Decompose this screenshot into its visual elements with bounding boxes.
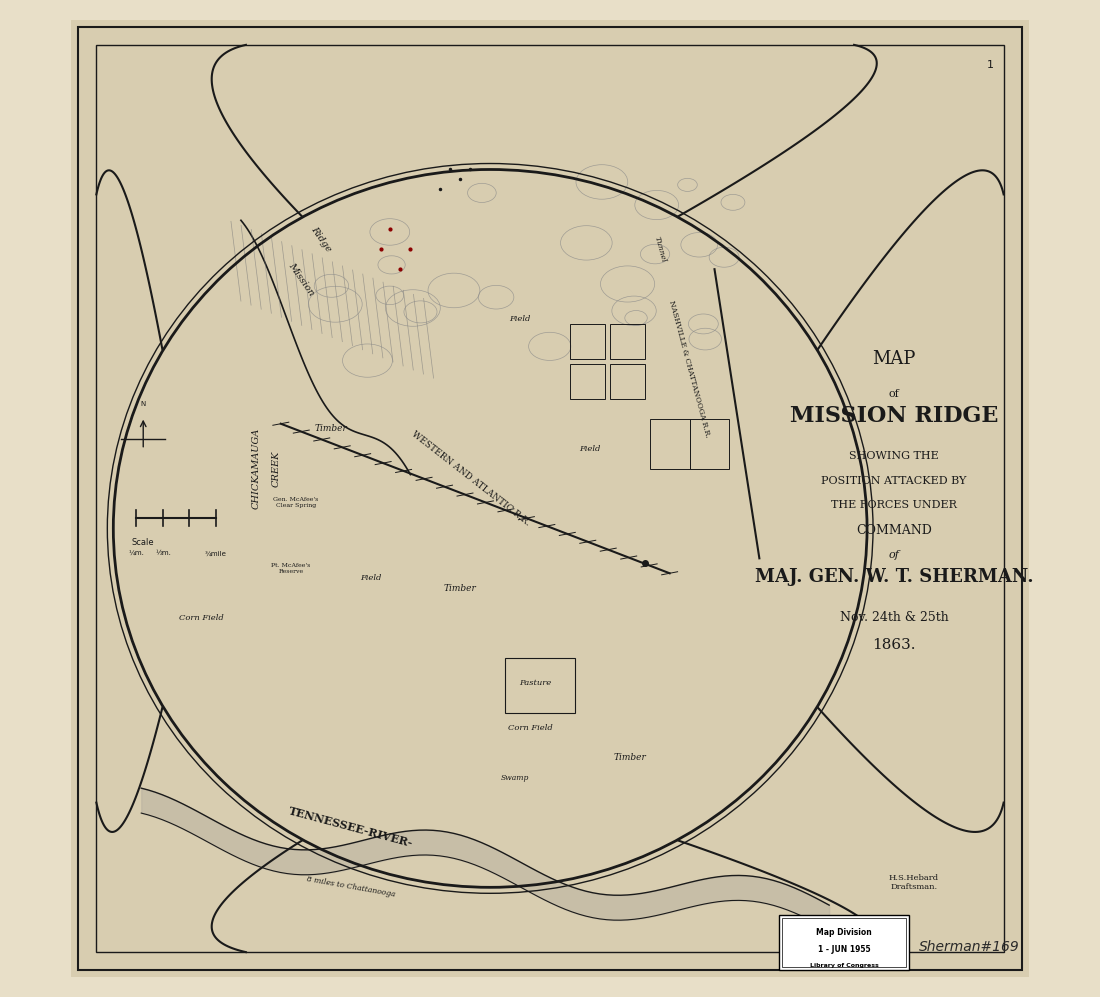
FancyBboxPatch shape <box>72 20 1028 977</box>
Text: MAP: MAP <box>872 350 915 368</box>
Text: POSITION ATTACKED BY: POSITION ATTACKED BY <box>822 476 967 486</box>
Bar <box>609 324 645 359</box>
Text: Corn Field: Corn Field <box>178 614 223 622</box>
Text: Field: Field <box>360 574 382 582</box>
Text: SHOWING THE: SHOWING THE <box>849 451 938 461</box>
Text: 1 - JUN 1955: 1 - JUN 1955 <box>817 944 870 954</box>
Bar <box>650 419 690 469</box>
Text: Tunnel: Tunnel <box>652 235 667 263</box>
Text: Ridge: Ridge <box>309 225 332 253</box>
Text: THE FORCES UNDER: THE FORCES UNDER <box>830 500 957 510</box>
Text: Timber: Timber <box>444 583 476 593</box>
Text: MAJ. GEN. W. T. SHERMAN.: MAJ. GEN. W. T. SHERMAN. <box>755 568 1033 586</box>
Text: COMMAND: COMMAND <box>856 523 932 537</box>
Bar <box>690 419 729 469</box>
Text: Sherman#169: Sherman#169 <box>918 940 1020 954</box>
Bar <box>505 658 575 713</box>
Text: WESTERN AND ATLANTIC R.R.: WESTERN AND ATLANTIC R.R. <box>409 430 531 527</box>
Text: CHICKAMAUGA: CHICKAMAUGA <box>252 428 261 509</box>
Text: Timber: Timber <box>315 424 346 434</box>
Text: TENNESSEE-RIVER-: TENNESSEE-RIVER- <box>287 806 414 849</box>
Text: Mission: Mission <box>286 261 316 297</box>
Text: Library of Congress: Library of Congress <box>810 962 879 968</box>
Text: H.S.Hebard
Draftsman.: H.S.Hebard Draftsman. <box>889 873 939 891</box>
Text: CREEK: CREEK <box>272 451 280 487</box>
Text: 1: 1 <box>987 60 993 70</box>
Text: 1863.: 1863. <box>872 638 915 652</box>
Text: N: N <box>141 401 146 407</box>
Text: NASHVILLE & CHATTANOOGA R.R.: NASHVILLE & CHATTANOOGA R.R. <box>668 299 712 439</box>
Bar <box>570 364 605 399</box>
FancyBboxPatch shape <box>779 915 909 969</box>
Text: Gen. McAfee's
Clear Spring: Gen. McAfee's Clear Spring <box>273 498 319 507</box>
FancyBboxPatch shape <box>782 917 906 967</box>
Text: ¼m.: ¼m. <box>129 550 144 556</box>
Text: Field: Field <box>509 315 531 323</box>
Text: of: of <box>889 389 900 399</box>
Text: Pt. McAfee's
Reserve: Pt. McAfee's Reserve <box>271 563 310 573</box>
Text: Corn Field: Corn Field <box>508 724 552 732</box>
Text: ¾mile: ¾mile <box>205 550 227 556</box>
Text: Pasture: Pasture <box>519 679 551 687</box>
Text: 8 miles to Chattanooga: 8 miles to Chattanooga <box>306 875 396 899</box>
Text: Field: Field <box>580 445 601 453</box>
Text: of: of <box>889 550 900 560</box>
Text: Map Division: Map Division <box>816 927 872 937</box>
Text: Swamp: Swamp <box>500 774 529 782</box>
Text: ½m.: ½m. <box>155 550 172 556</box>
Text: Timber: Timber <box>614 753 646 763</box>
Bar <box>570 324 605 359</box>
Text: Nov. 24th & 25th: Nov. 24th & 25th <box>839 610 948 624</box>
Text: MISSION RIDGE: MISSION RIDGE <box>790 405 998 427</box>
Bar <box>609 364 645 399</box>
Text: Scale: Scale <box>131 538 154 547</box>
